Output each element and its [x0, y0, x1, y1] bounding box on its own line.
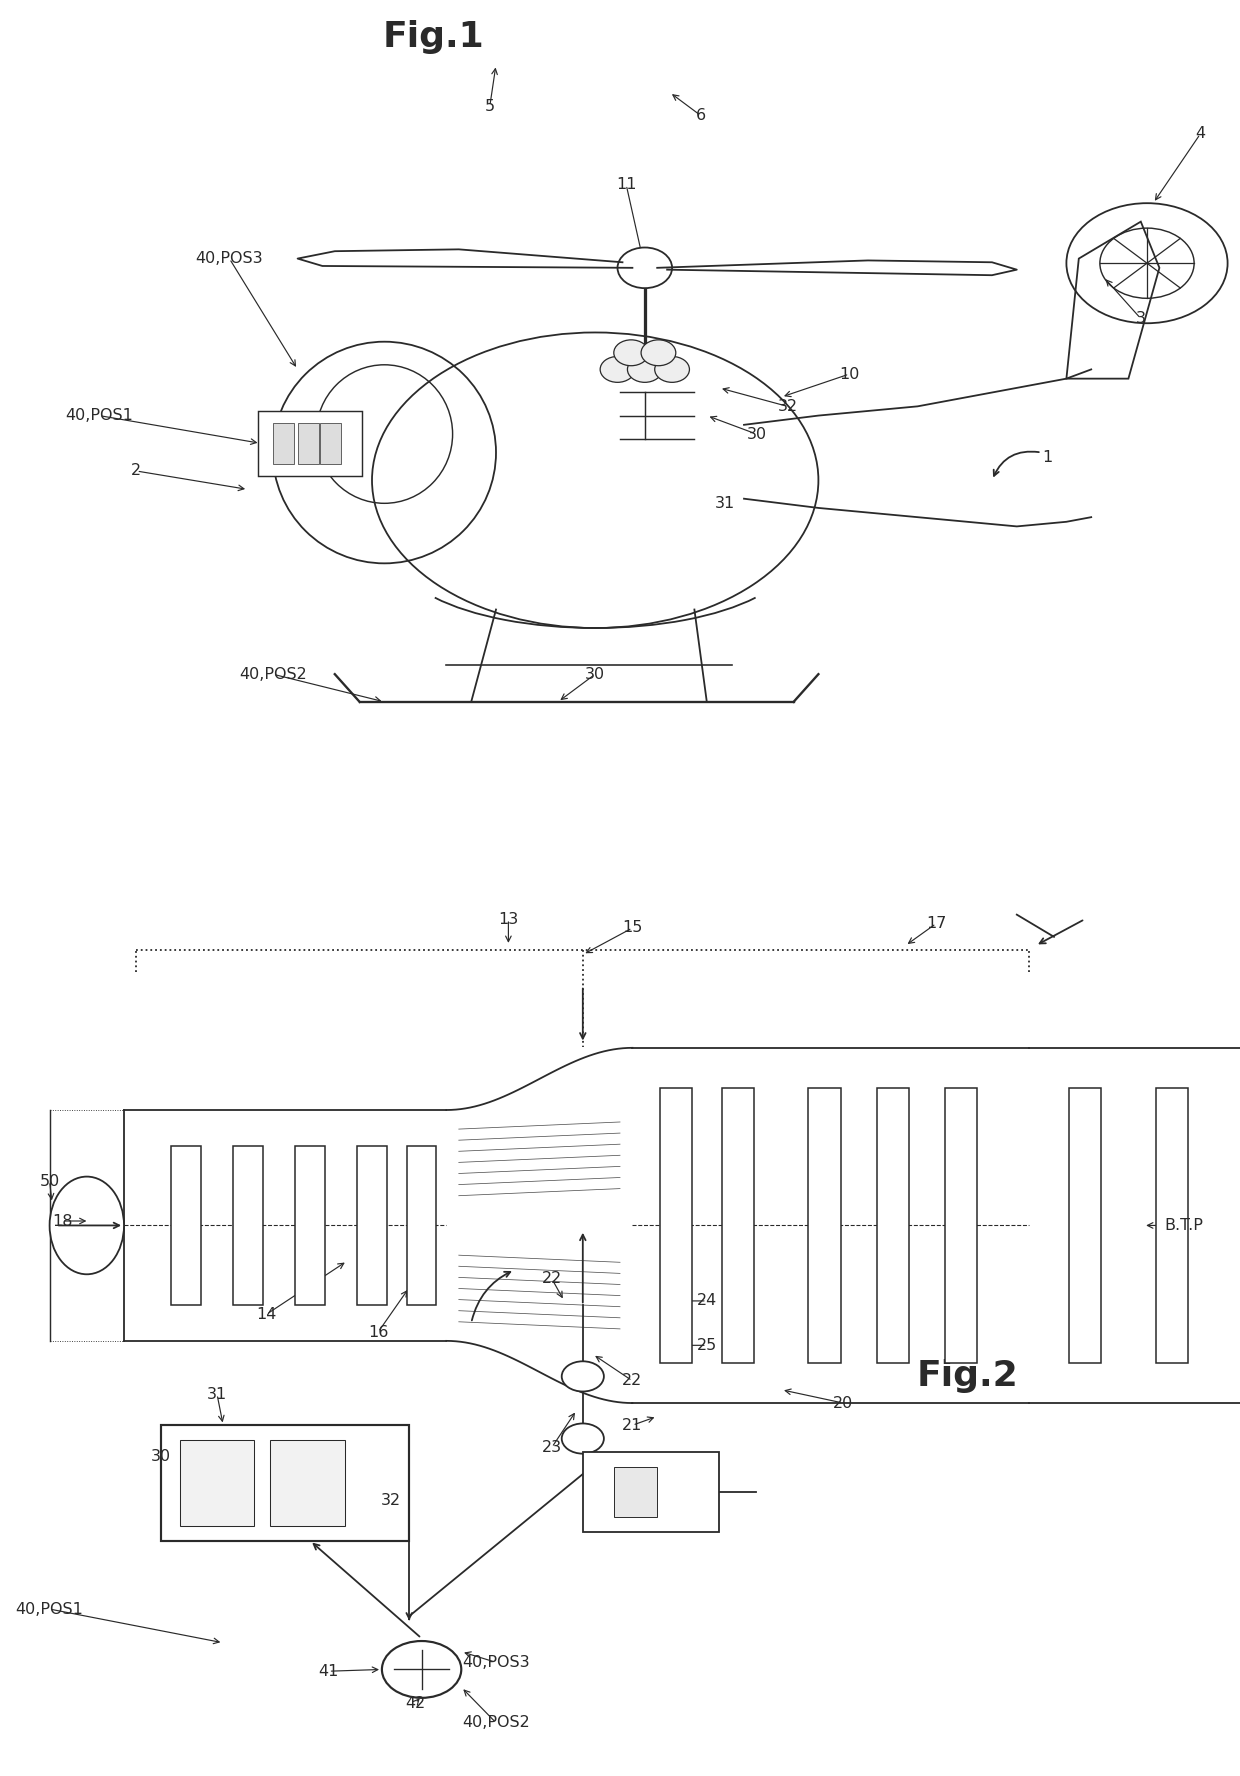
- Text: 31: 31: [207, 1387, 227, 1401]
- Circle shape: [627, 357, 662, 382]
- Bar: [945, 1087, 977, 1364]
- Text: 22: 22: [542, 1272, 562, 1286]
- Bar: [1156, 1087, 1188, 1364]
- Text: 15: 15: [622, 920, 642, 936]
- Text: 50: 50: [40, 1174, 60, 1188]
- Text: 20: 20: [833, 1396, 853, 1410]
- Bar: [320, 423, 341, 464]
- Text: 42: 42: [405, 1696, 425, 1710]
- Polygon shape: [298, 249, 632, 268]
- Text: Fig.1: Fig.1: [383, 20, 485, 53]
- Text: Fig.2: Fig.2: [916, 1359, 1018, 1394]
- Ellipse shape: [50, 1177, 124, 1275]
- Text: 31: 31: [715, 496, 735, 511]
- Text: 40,POS3: 40,POS3: [463, 1655, 529, 1669]
- Circle shape: [655, 357, 689, 382]
- Circle shape: [562, 1424, 604, 1453]
- Text: 18: 18: [52, 1213, 72, 1229]
- Bar: [298, 423, 319, 464]
- Bar: [1069, 1087, 1101, 1364]
- Text: 14: 14: [257, 1307, 277, 1321]
- Text: 2: 2: [131, 464, 141, 478]
- Polygon shape: [657, 261, 1017, 275]
- Text: 5: 5: [485, 99, 495, 114]
- Text: 22: 22: [622, 1373, 642, 1389]
- Text: 6: 6: [696, 108, 706, 123]
- Text: 16: 16: [368, 1325, 388, 1339]
- Bar: [270, 1440, 345, 1526]
- Bar: [161, 1424, 409, 1542]
- Text: 10: 10: [839, 366, 859, 382]
- Text: 32: 32: [777, 400, 797, 414]
- Bar: [407, 1146, 436, 1305]
- Bar: [660, 1087, 692, 1364]
- Bar: [614, 1467, 657, 1517]
- Text: 41: 41: [319, 1664, 339, 1678]
- Circle shape: [382, 1641, 461, 1698]
- Text: 30: 30: [746, 426, 766, 442]
- Circle shape: [614, 339, 649, 366]
- Bar: [877, 1087, 909, 1364]
- Text: 40,POS3: 40,POS3: [196, 250, 263, 266]
- Text: 21: 21: [622, 1417, 642, 1433]
- Circle shape: [562, 1362, 604, 1392]
- Text: 40,POS2: 40,POS2: [463, 1716, 529, 1730]
- Text: 13: 13: [498, 911, 518, 927]
- Bar: [258, 410, 362, 476]
- Circle shape: [618, 247, 672, 288]
- Bar: [180, 1440, 254, 1526]
- Text: 1: 1: [1043, 449, 1053, 465]
- Bar: [583, 1453, 719, 1531]
- Bar: [357, 1146, 387, 1305]
- Text: 11: 11: [616, 178, 636, 192]
- Text: 30: 30: [585, 666, 605, 682]
- Text: 23: 23: [542, 1440, 562, 1455]
- Text: 30: 30: [151, 1449, 171, 1463]
- Text: 40,POS1: 40,POS1: [66, 408, 133, 423]
- Bar: [273, 423, 294, 464]
- Circle shape: [641, 339, 676, 366]
- Text: 24: 24: [697, 1293, 717, 1309]
- Text: B.T.P: B.T.P: [1164, 1218, 1204, 1233]
- Bar: [808, 1087, 841, 1364]
- Bar: [171, 1146, 201, 1305]
- Text: 25: 25: [697, 1337, 717, 1353]
- Bar: [295, 1146, 325, 1305]
- Circle shape: [600, 357, 635, 382]
- Bar: [722, 1087, 754, 1364]
- Text: 40,POS1: 40,POS1: [16, 1602, 83, 1616]
- Text: 4: 4: [1195, 126, 1205, 142]
- Text: 40,POS2: 40,POS2: [239, 666, 306, 682]
- Text: 32: 32: [381, 1494, 401, 1508]
- Bar: [233, 1146, 263, 1305]
- Text: 3: 3: [1136, 311, 1146, 327]
- Text: 17: 17: [926, 916, 946, 931]
